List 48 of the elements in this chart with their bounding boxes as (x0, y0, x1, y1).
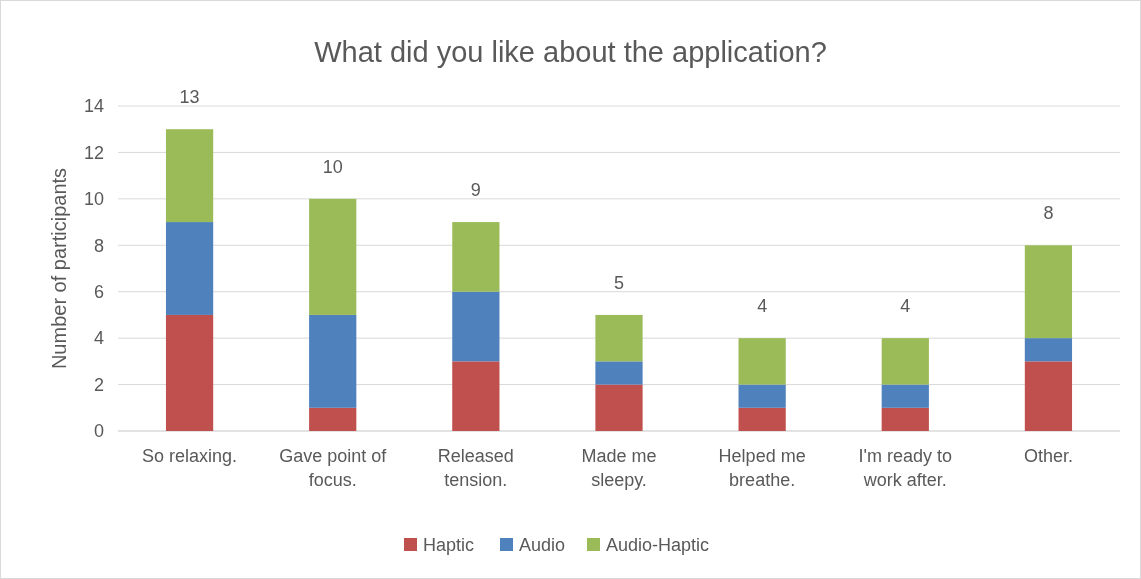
legend-label: Audio-Haptic (606, 535, 710, 556)
bar (452, 361, 500, 431)
bar (309, 198, 357, 315)
bar (165, 129, 214, 223)
bar (452, 222, 500, 292)
x-tick-label: Gave point of focus. (279, 446, 388, 490)
total-label: 13 (179, 87, 200, 108)
bar (452, 291, 500, 362)
y-axis-title: Number of participants (48, 167, 70, 370)
bar (595, 361, 643, 385)
bar (309, 407, 357, 431)
x-tick-label: So relaxing. (142, 446, 238, 466)
total-label: 10 (322, 156, 343, 177)
bar (165, 222, 214, 315)
bar (595, 384, 643, 431)
bar (738, 338, 786, 385)
total-label: 5 (613, 272, 625, 293)
y-tick-label: 0 (93, 421, 104, 442)
x-tick-label: I'm ready to work after. (858, 446, 953, 490)
bar (1024, 245, 1073, 339)
y-tick-label: 8 (93, 235, 104, 256)
bar (309, 314, 357, 408)
y-tick-label: 10 (83, 189, 104, 210)
y-tick-label: 12 (83, 142, 104, 163)
bar (881, 384, 929, 408)
bar (738, 407, 786, 431)
bar (881, 407, 929, 431)
bar (738, 384, 786, 408)
x-tick-label: Other. (1023, 446, 1073, 466)
y-tick-label: 4 (93, 328, 104, 349)
legend-label: Audio (519, 535, 566, 556)
bar (595, 314, 643, 362)
y-tick-label: 6 (93, 282, 104, 303)
legend-label: Haptic (423, 535, 475, 556)
total-label: 9 (470, 180, 481, 201)
x-tick-label: Helped me breathe. (718, 446, 806, 490)
bar (165, 314, 214, 431)
x-tick-label: Made me sleepy. (581, 446, 657, 490)
bar (881, 338, 929, 385)
chart-title: What did you like about the application? (314, 36, 827, 68)
y-tick-label: 14 (83, 96, 104, 117)
x-tick-label: Released tension. (437, 446, 514, 490)
total-label: 4 (757, 296, 768, 317)
total-label: 8 (1043, 203, 1054, 224)
bar (1024, 338, 1073, 362)
total-label: 4 (900, 296, 911, 317)
bar (1024, 361, 1073, 431)
y-tick-label: 2 (93, 374, 104, 395)
